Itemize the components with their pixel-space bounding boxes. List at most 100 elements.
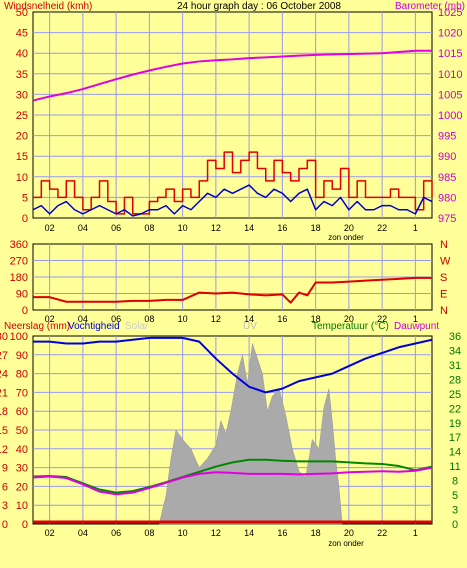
top-left-tick-label: 25 — [16, 110, 28, 122]
top-right-tick-label: 1010 — [438, 69, 462, 81]
bottom-panel-x-tick: 16 — [277, 528, 287, 538]
middle-left-tick-label: 360 — [10, 239, 28, 251]
bottom-humidity-tick-label: 30 — [16, 463, 28, 475]
bottom-panel-x-tick: 1 — [413, 528, 418, 538]
middle-panel-x-tick: 02 — [45, 314, 55, 324]
top-panel-x-tick: 10 — [178, 223, 188, 233]
top-panel-x-tick: 04 — [78, 223, 88, 233]
middle-panel-x-tick: 10 — [178, 314, 188, 324]
middle-right-tick-label: S — [440, 272, 447, 284]
top-right-tick-label: 990 — [438, 151, 456, 163]
top-panel-x-tick: 16 — [277, 223, 287, 233]
middle-panel-x-tick: 06 — [111, 314, 121, 324]
middle-right-tick-label: N — [440, 305, 448, 317]
middle-left-tick-label: 180 — [10, 272, 28, 284]
bottom-rain-tick-label: 18 — [0, 406, 8, 418]
bottom-panel-x-tick: 22 — [377, 528, 387, 538]
bottom-temp-tick-label: 3 — [452, 505, 458, 517]
bottom-temp-tick-label: 19 — [449, 418, 461, 430]
middle-left-tick-label: 270 — [10, 256, 28, 268]
bottom-panel-x-tick: 04 — [78, 528, 88, 538]
top-right-tick-label: 1015 — [438, 48, 462, 60]
middle-panel-x-tick: 20 — [344, 314, 354, 324]
top-left-tick-label: 35 — [16, 69, 28, 81]
top-panel-x-tick: 14 — [244, 223, 254, 233]
bottom-rain-tick-label: 0 — [2, 519, 8, 531]
top-panel-x-tick: 18 — [311, 223, 321, 233]
bottom-temp-tick-label: 34 — [449, 345, 461, 357]
top-left-tick-label: 50 — [16, 7, 28, 19]
middle-panel-x-tick: 16 — [277, 314, 287, 324]
middle-panel-x-tick: 18 — [311, 314, 321, 324]
bottom-humidity-tick-label: 50 — [16, 425, 28, 437]
bottom-panel-x-tick: 06 — [111, 528, 121, 538]
series-dauwpunt — [32, 466, 433, 496]
middle-left-tick-label: 0 — [22, 305, 28, 317]
bottom-temp-tick-label: 36 — [449, 331, 461, 343]
bottom-rain-tick-label: 9 — [2, 463, 8, 475]
bottom-sunset-label: zon onder — [328, 539, 364, 548]
top-right-tick-label: 995 — [438, 131, 456, 143]
bottom-humidity-tick-label: 40 — [16, 444, 28, 456]
middle-panel-x-tick: 14 — [244, 314, 254, 324]
middle-right-tick-label: N — [440, 239, 448, 251]
bottom-humidity-tick-label: 100 — [10, 331, 28, 343]
bottom-temp-tick-label: 22 — [449, 403, 461, 415]
top-left-tick-label: 10 — [16, 172, 28, 184]
top-panel-x-tick: 12 — [211, 223, 221, 233]
bottom-temp-tick-label: 25 — [449, 389, 461, 401]
top-left-tick-label: 30 — [16, 89, 28, 101]
middle-left-tick-label: 90 — [16, 289, 28, 301]
series-windsnelheid — [32, 184, 433, 217]
top-right-tick-label: 1000 — [438, 110, 462, 122]
bottom-temp-axis-label: Temperatuur (°C) — [312, 321, 389, 332]
series-vochtigheid — [33, 336, 433, 394]
bottom-humidity-tick-label: 70 — [16, 387, 28, 399]
bottom-rain-tick-label: 21 — [0, 387, 8, 399]
series-windstoot — [33, 151, 433, 215]
bottom-solar-label: Solar — [125, 321, 149, 332]
middle-panel-x-tick: 1 — [413, 314, 418, 324]
top-right-tick-label: 1025 — [438, 7, 462, 19]
top-right-tick-label: 975 — [438, 213, 456, 225]
middle-panel-x-tick: 12 — [211, 314, 221, 324]
top-left-axis-label: Windsnelheid (kmh) — [4, 1, 92, 12]
series-windrichting — [33, 276, 432, 304]
bottom-panel-x-tick: 20 — [344, 528, 354, 538]
bottom-humidity-tick-label: 20 — [16, 481, 28, 493]
top-left-tick-label: 0 — [22, 213, 28, 225]
bottom-temp-tick-label: 0 — [452, 519, 458, 531]
series-barometer — [32, 49, 432, 102]
top-panel-x-tick: 20 — [344, 223, 354, 233]
bottom-uv-label: UV — [243, 321, 257, 332]
bottom-rain-tick-label: 30 — [0, 331, 8, 343]
top-left-tick-label: 5 — [22, 192, 28, 204]
bottom-temp-tick-label: 11 — [449, 461, 460, 473]
top-panel-x-tick: 02 — [45, 223, 55, 233]
chart-title: 24 hour graph day : 06 October 2008 — [177, 1, 341, 12]
series-uv-area — [159, 343, 343, 525]
top-right-tick-label: 1020 — [438, 28, 462, 40]
bottom-panel-x-tick: 18 — [311, 528, 321, 538]
bottom-rain-tick-label: 27 — [0, 350, 8, 362]
bottom-rain-tick-label: 12 — [0, 444, 8, 456]
middle-panel-x-tick: 22 — [377, 314, 387, 324]
middle-panel-x-tick: 04 — [78, 314, 88, 324]
bottom-humidity-tick-label: 0 — [22, 519, 28, 531]
bottom-temp-tick-label: 5 — [452, 490, 458, 502]
bottom-rain-tick-label: 6 — [2, 481, 8, 493]
top-right-tick-label: 1005 — [438, 89, 462, 101]
bottom-rain-tick-label: 3 — [2, 500, 8, 512]
bottom-temp-tick-label: 17 — [449, 432, 461, 444]
bottom-temp-tick-label: 8 — [452, 476, 458, 488]
bottom-panel-x-tick: 08 — [144, 528, 154, 538]
top-panel-x-tick: 1 — [413, 223, 418, 233]
top-panel-x-tick: 08 — [144, 223, 154, 233]
top-right-tick-label: 985 — [438, 172, 456, 184]
bottom-rain-tick-label: 24 — [0, 369, 8, 381]
bottom-temp-tick-label: 28 — [449, 374, 461, 386]
bottom-temp-tick-label: 14 — [449, 447, 461, 459]
top-left-tick-label: 45 — [16, 28, 28, 40]
middle-right-tick-label: E — [440, 289, 447, 301]
